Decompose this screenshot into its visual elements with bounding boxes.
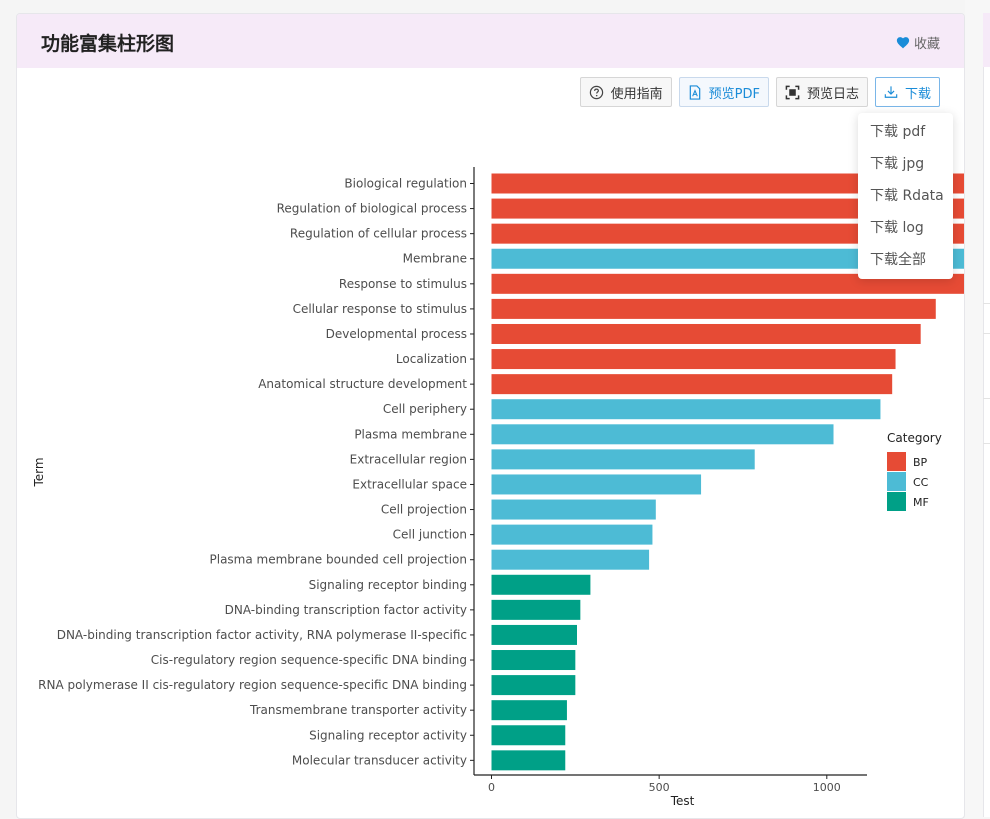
bar xyxy=(491,298,936,319)
download-icon xyxy=(884,86,898,98)
favorite-button[interactable]: 收藏 xyxy=(896,33,940,52)
legend-swatch xyxy=(887,472,906,491)
download-all-item[interactable]: 下载全部 xyxy=(870,252,926,268)
y-tick-label: Cellular response to stimulus xyxy=(293,302,467,316)
legend-label: BP xyxy=(913,456,928,469)
y-tick-label: Transmembrane transporter activity xyxy=(249,703,467,717)
bar xyxy=(491,750,566,771)
bar xyxy=(491,223,964,244)
y-tick-label: DNA-binding transcription factor activit… xyxy=(225,603,467,617)
adjacent-panel-header xyxy=(983,13,990,67)
bar xyxy=(491,449,755,470)
legend-swatch xyxy=(887,452,906,471)
guide-button[interactable]: 使用指南 xyxy=(579,77,672,107)
y-tick-label: Cis-regulatory region sequence-specific … xyxy=(151,653,467,667)
preview-log-button[interactable]: 预览日志 xyxy=(775,77,868,107)
y-tick-label: Developmental process xyxy=(326,327,467,341)
download-label: 下载 xyxy=(904,86,931,102)
adjacent-panel xyxy=(983,13,990,817)
y-tick-label: Localization xyxy=(396,352,467,366)
y-tick-label: Molecular transducer activity xyxy=(292,753,467,767)
bar xyxy=(491,574,591,595)
y-tick-label: RNA polymerase II cis-regulatory region … xyxy=(38,678,467,692)
legend-swatch xyxy=(887,492,906,511)
y-axis-title: Term xyxy=(32,457,46,487)
chart-card: 功能富集柱形图 收藏 Biological regulation Regulati… xyxy=(16,13,965,819)
y-tick-label: Response to stimulus xyxy=(339,277,467,291)
x-tick-label: 500 xyxy=(649,781,670,794)
bar xyxy=(491,198,964,219)
x-tick-label: 0 xyxy=(488,781,495,794)
y-tick-label: Membrane xyxy=(403,252,467,266)
favorite-label: 收藏 xyxy=(913,37,940,52)
bar xyxy=(491,700,567,721)
bar xyxy=(491,323,921,344)
legend-label: MF xyxy=(913,496,929,509)
x-axis-title: Test xyxy=(670,794,695,808)
bar xyxy=(491,524,653,545)
bar-chart: Biological regulation Regulation of biolo… xyxy=(32,167,964,808)
fullscreen-icon xyxy=(785,85,800,99)
bar xyxy=(491,349,896,370)
preview-pdf-label: 预览PDF xyxy=(708,86,760,102)
legend-title: Category xyxy=(887,431,942,445)
y-tick-label: Signaling receptor activity xyxy=(309,728,467,742)
preview-pdf-button[interactable]: 预览PDF xyxy=(678,77,769,107)
y-tick-label: Plasma membrane xyxy=(354,427,467,441)
bar xyxy=(491,424,834,445)
adjacent-panel-divider xyxy=(983,303,990,304)
bar xyxy=(491,675,576,696)
help-circle-icon xyxy=(589,85,603,99)
toolbar: 使用指南 预览PDF 预览日志 下载 xyxy=(579,77,940,107)
bar xyxy=(491,173,964,194)
page-title: 功能富集柱形图 xyxy=(41,33,175,55)
y-tick-label: Anatomical structure development xyxy=(258,377,467,391)
download-log-item[interactable]: 下载 log xyxy=(870,220,924,236)
bar xyxy=(491,399,881,420)
y-tick-label: Extracellular space xyxy=(352,477,467,491)
download-jpg-item[interactable]: 下载 jpg xyxy=(870,156,925,172)
adjacent-panel-divider xyxy=(983,398,990,399)
y-tick-label: Cell periphery xyxy=(383,402,467,416)
bar xyxy=(491,549,650,570)
y-tick-label: Regulation of cellular process xyxy=(290,227,467,241)
y-tick-label: Plasma membrane bounded cell projection xyxy=(210,553,468,567)
card-header: 功能富集柱形图 收藏 xyxy=(17,14,964,68)
pdf-file-icon xyxy=(689,84,700,100)
x-tick-label: 1000 xyxy=(813,781,841,794)
bar xyxy=(491,650,576,671)
y-tick-label: DNA-binding transcription factor activit… xyxy=(57,628,467,642)
legend-label: CC xyxy=(913,476,929,489)
bar xyxy=(491,474,702,495)
preview-log-label: 预览日志 xyxy=(806,86,859,102)
adjacent-panel-divider xyxy=(983,443,990,444)
download-rdata-item[interactable]: 下载 Rdata xyxy=(870,188,944,204)
y-tick-label: Regulation of biological process xyxy=(277,202,467,216)
bar xyxy=(491,624,577,645)
y-tick-label: Extracellular region xyxy=(350,452,467,466)
download-menu: 下载 pdf 下载 jpg 下载 Rdata 下载 log 下载全部 xyxy=(858,113,953,279)
download-pdf-item[interactable]: 下载 pdf xyxy=(870,124,926,140)
bar xyxy=(491,599,581,620)
bar xyxy=(491,273,964,294)
download-button[interactable]: 下载 xyxy=(874,77,940,107)
y-tick-label: Cell projection xyxy=(381,503,467,517)
bar xyxy=(491,248,964,269)
y-tick-label: Biological regulation xyxy=(344,177,467,191)
bar xyxy=(491,499,656,520)
heart-icon xyxy=(896,37,910,49)
y-tick-label: Cell junction xyxy=(393,528,467,542)
adjacent-panel-divider xyxy=(983,333,990,334)
guide-label: 使用指南 xyxy=(610,86,663,102)
y-tick-label: Signaling receptor binding xyxy=(309,578,467,592)
bar xyxy=(491,725,566,746)
bar xyxy=(491,374,893,395)
